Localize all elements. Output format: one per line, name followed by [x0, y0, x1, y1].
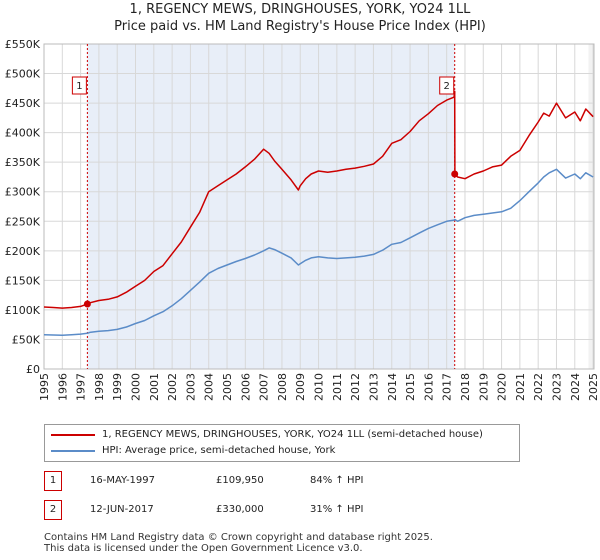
sale-badge: 2 — [44, 500, 62, 520]
x-tick-label: 2007 — [258, 373, 271, 401]
sale-point — [83, 300, 91, 308]
x-tick-label: 2010 — [313, 373, 326, 401]
shaded-period — [87, 44, 455, 369]
legend-label-hpi: HPI: Average price, semi-detached house,… — [102, 445, 336, 456]
x-tick-label: 2015 — [404, 373, 417, 401]
legend-line-hpi — [51, 450, 95, 452]
y-tick-label: £100K — [5, 304, 41, 317]
legend-item-property: 1, REGENCY MEWS, DRINGHOUSES, YORK, YO24… — [45, 427, 519, 443]
sale-badge: 1 — [44, 471, 62, 491]
x-tick-label: 2004 — [203, 373, 216, 401]
legend-line-property — [51, 434, 95, 436]
footer-line: This data is licensed under the Open Gov… — [44, 543, 363, 554]
sale-date: 16-MAY-1997 — [90, 475, 156, 486]
price-chart: £0 £50K £100K £150K £200K £250K £300K £350K £400… — [5, 38, 600, 401]
y-tick-label: £500K — [5, 68, 41, 81]
x-tick-label: 2019 — [477, 373, 490, 401]
sale-label: 1 — [76, 81, 82, 92]
footer-notice: Contains HM Land Registry data © Crown c… — [44, 532, 594, 554]
sale-row: 2 12-JUN-2017 £330,000 31% ↑ HPI — [44, 500, 584, 520]
x-tick-label: 1996 — [56, 373, 69, 401]
sale-point — [451, 170, 459, 178]
x-tick-label: 2011 — [331, 373, 344, 401]
x-tick-label: 2020 — [496, 373, 509, 401]
chart-subtitle: Price paid vs. HM Land Registry's House … — [114, 19, 486, 34]
sale-label: 2 — [444, 81, 450, 92]
chart-legend: 1, REGENCY MEWS, DRINGHOUSES, YORK, YO24… — [44, 424, 520, 462]
x-tick-label: 2021 — [514, 373, 527, 401]
x-tick-label: 2009 — [294, 373, 307, 401]
y-tick-label: £150K — [5, 274, 41, 287]
x-tick-label: 1999 — [111, 373, 124, 401]
legend-label-property: 1, REGENCY MEWS, DRINGHOUSES, YORK, YO24… — [102, 429, 483, 440]
x-tick-label: 2014 — [386, 373, 399, 401]
y-tick-label: £50K — [12, 333, 41, 346]
x-tick-label: 2005 — [221, 373, 234, 401]
x-tick-label: 2003 — [184, 373, 197, 401]
y-tick-label: £300K — [5, 186, 41, 199]
forecast-region — [588, 44, 594, 369]
x-tick-label: 2022 — [532, 373, 545, 401]
plot-border — [43, 43, 595, 370]
legend-item-hpi: HPI: Average price, semi-detached house,… — [45, 443, 519, 459]
y-tick-label: £200K — [5, 245, 41, 258]
x-tick-label: 1995 — [38, 373, 51, 401]
sale-row: 1 16-MAY-1997 £109,950 84% ↑ HPI — [44, 471, 584, 491]
sale-price: £109,950 — [216, 475, 264, 486]
hpi-line — [43, 168, 594, 337]
x-tick-label: 2000 — [130, 373, 143, 401]
y-tick-label: £0 — [26, 363, 40, 376]
x-tick-label: 2002 — [166, 373, 179, 401]
x-tick-label: 2006 — [239, 373, 252, 401]
sale-label-box — [439, 76, 455, 95]
y-tick-label: £400K — [5, 127, 41, 140]
x-tick-label: 2023 — [550, 373, 563, 401]
x-tick-label: 2024 — [569, 373, 582, 401]
x-tick-label: 2017 — [441, 373, 454, 401]
sale-hpi-change: 84% ↑ HPI — [310, 475, 364, 486]
x-tick-label: 2016 — [422, 373, 435, 401]
x-tick-label: 1998 — [93, 373, 106, 401]
sale-label-box — [71, 76, 87, 95]
x-tick-label: 2012 — [349, 373, 362, 401]
sale-date: 12-JUN-2017 — [90, 504, 154, 515]
footer-line: Contains HM Land Registry data © Crown c… — [44, 532, 433, 543]
y-tick-label: £250K — [5, 215, 41, 228]
y-tick-label: £450K — [5, 97, 41, 110]
x-tick-label: 2025 — [587, 373, 600, 401]
chart-title: 1, REGENCY MEWS, DRINGHOUSES, YORK, YO24… — [129, 2, 471, 17]
x-tick-label: 1997 — [75, 373, 88, 401]
property-price-line — [43, 90, 594, 309]
x-tick-label: 2018 — [459, 373, 472, 401]
x-tick-label: 2008 — [276, 373, 289, 401]
sale-hpi-change: 31% ↑ HPI — [310, 504, 364, 515]
y-tick-label: £350K — [5, 156, 41, 169]
y-tick-label: £550K — [5, 38, 41, 51]
sale-price: £330,000 — [216, 504, 264, 515]
x-tick-label: 2001 — [148, 373, 161, 401]
x-tick-label: 2013 — [367, 373, 380, 401]
